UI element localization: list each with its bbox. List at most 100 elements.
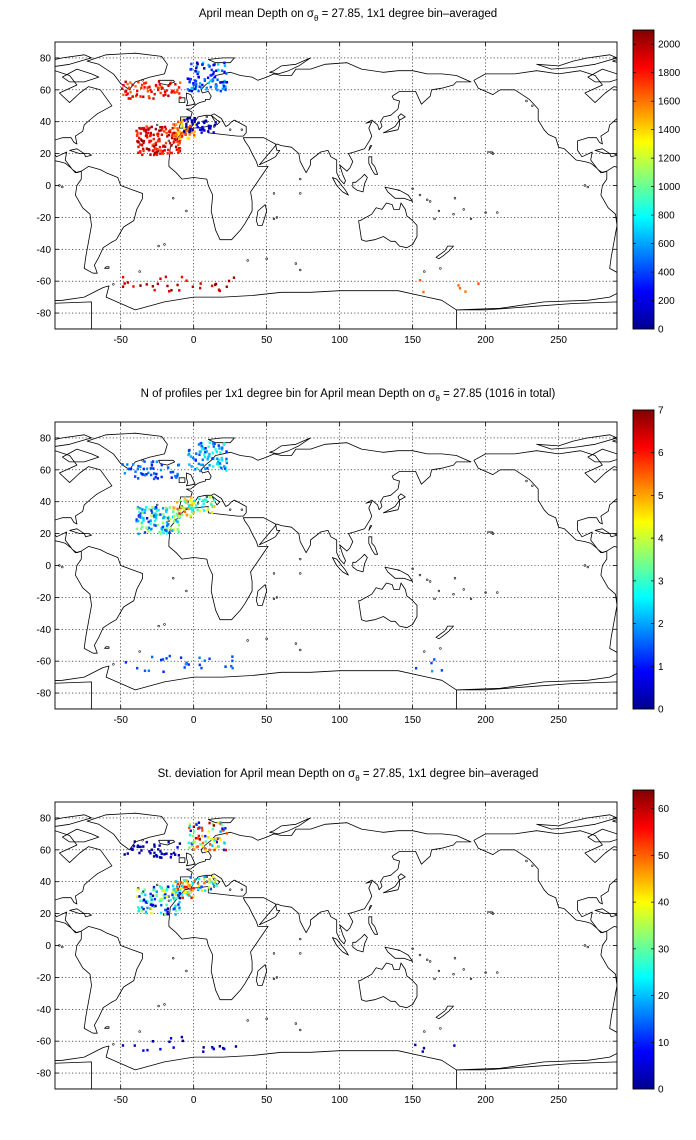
data-cell [177,143,180,147]
data-cell [180,275,184,279]
data-cell [206,467,209,470]
data-cell [121,463,124,466]
data-cell [149,467,152,470]
data-cell [151,894,155,898]
coastline [83,913,92,918]
data-cell [192,894,195,898]
data-cell [166,910,169,914]
data-cell [178,906,181,910]
data-cell [138,510,141,514]
data-cell [223,64,227,67]
island [275,216,279,219]
data-cell [166,912,170,916]
data-cell [156,140,160,143]
coastline [86,52,168,91]
data-cell [129,90,132,94]
island [411,187,414,190]
data-cell [141,126,144,130]
data-cell [155,854,158,857]
data-cell [186,513,189,517]
data-cell [138,136,141,140]
coastline [69,908,85,914]
data-cell [213,839,216,842]
data-cell [187,841,191,845]
x-tick-label: 150 [404,715,421,726]
data-cell [162,670,165,674]
data-cell [171,893,174,897]
data-cell [135,520,138,523]
island [583,944,587,947]
data-cell [216,88,219,92]
data-cell [164,145,167,148]
data-cell [136,89,139,93]
data-cell [215,878,218,882]
island [426,198,429,202]
data-cell [458,286,462,290]
island [683,1005,685,1007]
island [586,185,590,189]
island [496,211,499,214]
title-sigma-sub: θ [314,14,319,23]
data-cell [174,913,177,916]
data-cell [414,1043,417,1047]
data-cell [183,496,186,500]
data-cell [162,521,165,525]
island [586,945,590,949]
coastline [55,450,143,654]
island [157,1004,160,1008]
island [423,650,426,653]
data-cell [188,127,192,131]
data-cell [172,506,175,509]
data-cell [147,95,151,98]
data-cell [215,884,218,887]
data-cell [145,505,148,509]
coastline [384,946,413,962]
data-cell [188,824,192,828]
data-cell [195,66,198,70]
data-cell [188,890,191,894]
data-cell [170,852,173,856]
data-cell [215,450,218,453]
data-cell [220,458,224,462]
data-cell [189,829,192,833]
data-cell [190,896,193,900]
colorbar-tick-label: 50 [658,851,670,862]
y-tick-label: 20 [40,529,52,540]
data-cell [204,498,208,502]
data-cell [162,516,165,520]
colorbar-tick-label: 2 [658,619,664,630]
data-cell [214,83,218,86]
data-cell [143,888,146,891]
data-cell [187,663,190,666]
coastline [269,437,311,455]
data-cell [190,465,193,468]
island [683,625,685,627]
data-cell [159,277,162,281]
data-cell [167,94,170,98]
island [428,960,432,963]
data-cell [201,458,204,462]
data-cell [153,147,157,151]
data-cell [181,884,184,888]
data-cell [154,524,157,527]
data-cell [204,840,207,843]
data-cell [154,83,158,87]
data-cell [139,512,142,515]
data-cell [131,83,134,87]
data-cell [143,82,146,85]
data-cell [188,133,191,136]
data-cell [139,845,142,849]
coastline [594,148,611,154]
data-cell [220,823,223,826]
y-tick-label: 60 [40,85,52,96]
island [265,257,268,261]
island [423,270,426,273]
data-cell [151,506,154,509]
map-content [55,422,685,709]
data-cell [184,133,187,136]
data-cell [162,888,166,892]
island [112,283,115,286]
data-cell [231,659,234,663]
coastline [368,525,373,531]
data-cell [218,462,222,465]
